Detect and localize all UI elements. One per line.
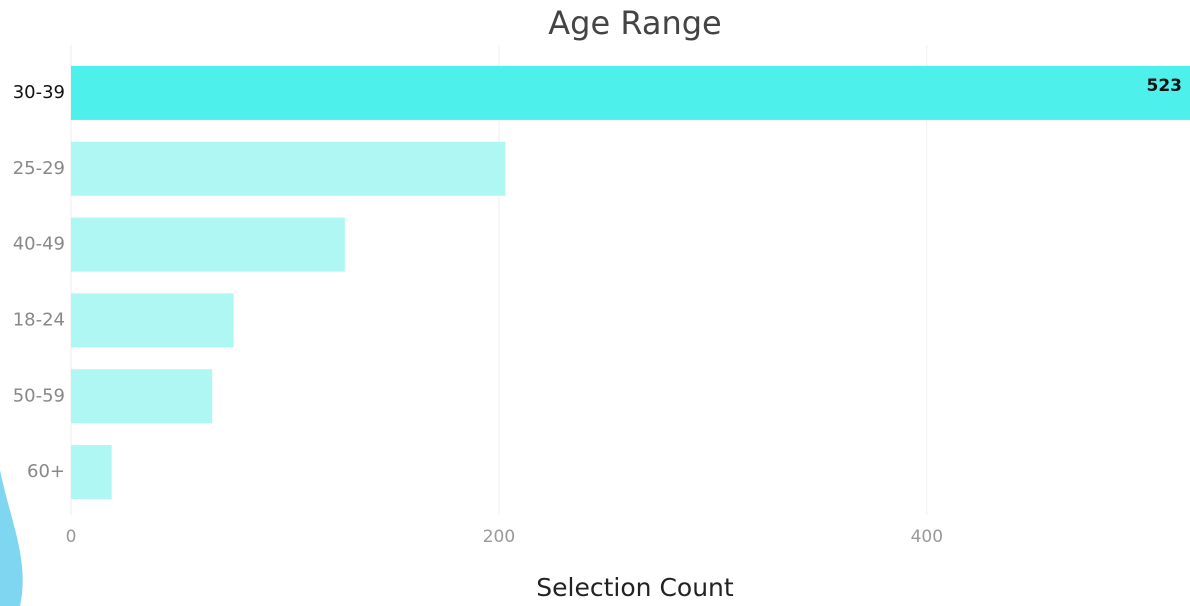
decoration <box>0 470 23 606</box>
bar <box>71 217 345 272</box>
x-tick-label: 200 <box>483 527 515 547</box>
y-tick-label: 40-49 <box>13 234 65 255</box>
x-tick-label: 400 <box>911 527 943 547</box>
y-tick-label: 60+ <box>27 461 65 482</box>
bar <box>71 65 1190 120</box>
y-tick-label: 30-39 <box>13 82 65 103</box>
chart-title: Age Range <box>548 4 721 42</box>
x-axis-label: Selection Count <box>536 573 734 602</box>
y-tick-label: 50-59 <box>13 385 65 406</box>
bar <box>71 141 506 196</box>
bar <box>71 369 213 424</box>
bar <box>71 293 234 348</box>
bar <box>71 445 112 500</box>
data-label: 523 <box>1147 76 1183 96</box>
y-tick-label: 25-29 <box>13 158 65 179</box>
x-tick-label: 0 <box>66 527 77 547</box>
y-tick-label: 18-24 <box>13 309 65 330</box>
